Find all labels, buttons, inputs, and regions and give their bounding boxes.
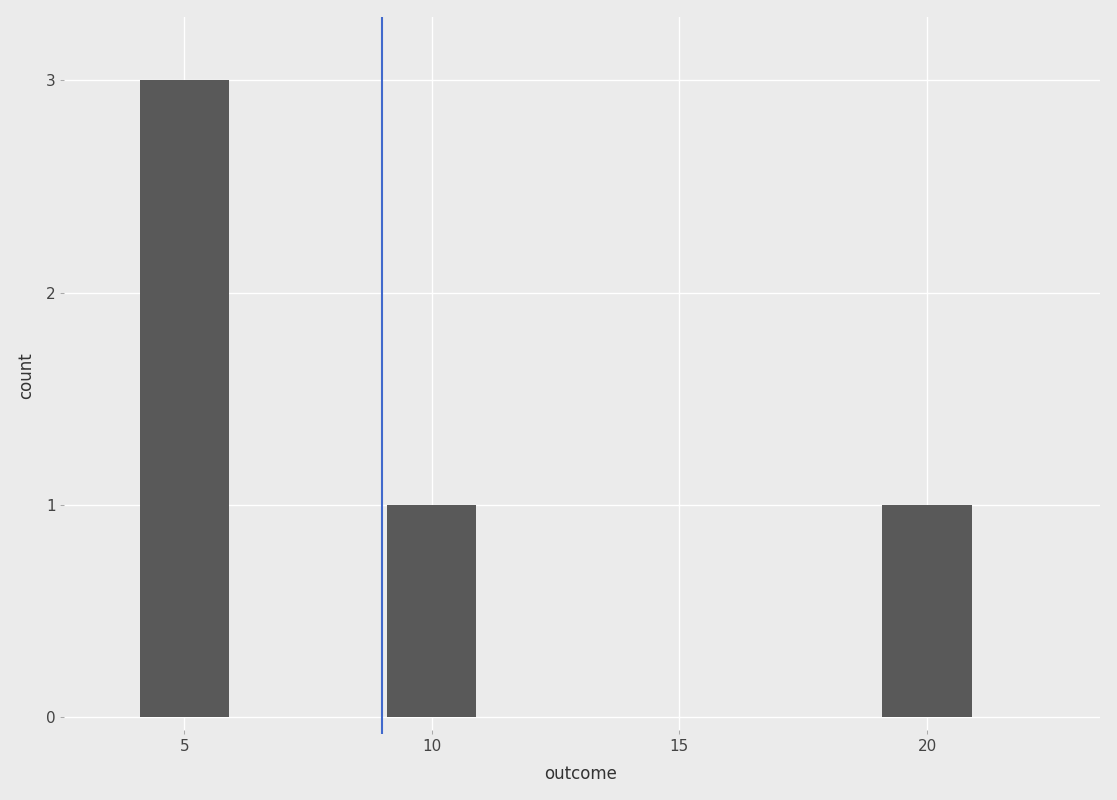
Bar [882, 505, 972, 718]
Y-axis label: count: count [17, 352, 35, 399]
X-axis label: outcome: outcome [544, 766, 617, 783]
Bar [388, 505, 476, 718]
Bar [140, 80, 229, 718]
